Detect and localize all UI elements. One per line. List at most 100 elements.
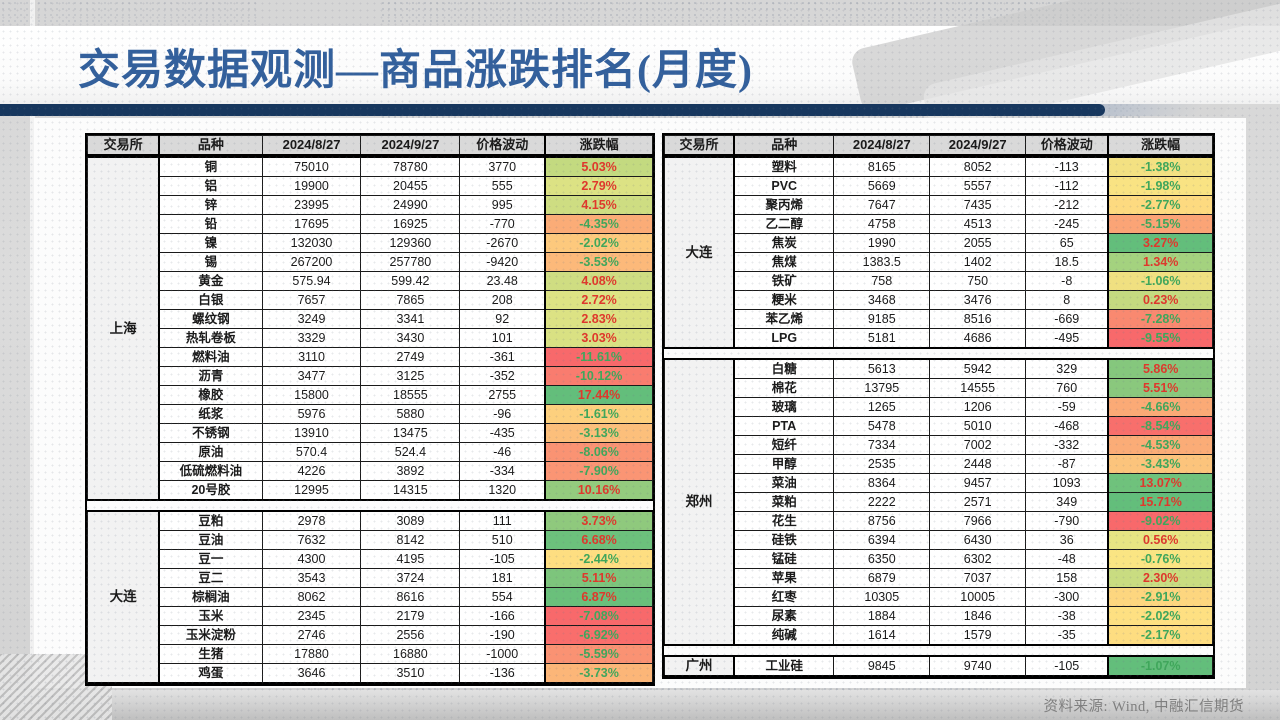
price-change-cell: -136 xyxy=(459,663,546,684)
variety-cell: 甲醇 xyxy=(733,454,835,474)
exchange-cell: 大连 xyxy=(87,510,161,684)
table-row: 棕榈油 8062 8616 554 6.87% xyxy=(88,587,654,607)
price-0927-cell: 5010 xyxy=(929,416,1027,436)
table-row: 聚丙烯 7647 7435 -212 -2.77% xyxy=(665,195,1214,215)
price-0927-cell: 3476 xyxy=(929,290,1027,310)
pct-change-cell: 17.44% xyxy=(544,385,654,405)
price-0927-cell: 6302 xyxy=(929,549,1027,569)
price-0827-cell: 23995 xyxy=(261,195,362,215)
price-0827-cell: 2345 xyxy=(261,606,362,626)
table-row: 低硫燃料油 4226 3892 -334 -7.90% xyxy=(88,461,654,481)
table-row: 铁矿 758 750 -8 -1.06% xyxy=(665,271,1214,291)
pct-change-cell: -11.61% xyxy=(544,347,654,367)
variety-cell: 铅 xyxy=(158,214,263,234)
price-0827-cell: 3543 xyxy=(261,568,362,588)
price-0827-cell: 2222 xyxy=(833,492,931,512)
price-0927-cell: 3892 xyxy=(360,461,461,481)
price-change-cell: -790 xyxy=(1025,511,1109,531)
price-0827-cell: 3646 xyxy=(261,663,362,684)
price-0827-cell: 13795 xyxy=(833,378,931,398)
variety-cell: 原油 xyxy=(158,442,263,462)
variety-cell: 豆一 xyxy=(158,549,263,569)
price-0827-cell: 9845 xyxy=(833,655,931,677)
price-change-cell: -105 xyxy=(1025,655,1109,677)
price-0927-cell: 3724 xyxy=(360,568,461,588)
price-change-cell: -9420 xyxy=(459,252,546,272)
price-change-cell: 18.5 xyxy=(1025,252,1109,272)
exchange-block: 大连 塑料 8165 8052 -113 -1.38% PVC 5669 5557 -112 -1.… xyxy=(664,156,1214,349)
price-change-cell: -87 xyxy=(1025,454,1109,474)
table-row: 生猪 17880 16880 -1000 -5.59% xyxy=(88,644,654,664)
variety-cell: 镍 xyxy=(158,233,263,253)
table-row: 焦炭 1990 2055 65 3.27% xyxy=(665,233,1214,253)
table-row: 锌 23995 24990 995 4.15% xyxy=(88,195,654,215)
variety-cell: 白银 xyxy=(158,290,263,310)
pct-change-cell: -3.13% xyxy=(544,423,654,443)
table-row: 短纤 7334 7002 -332 -4.53% xyxy=(665,435,1214,455)
price-change-cell: -332 xyxy=(1025,435,1109,455)
price-0927-cell: 750 xyxy=(929,271,1027,291)
price-change-cell: -8 xyxy=(1025,271,1109,291)
table-row: 红枣 10305 10005 -300 -2.91% xyxy=(665,587,1214,607)
column-header: 价格波动 xyxy=(459,135,546,156)
pct-change-cell: -9.02% xyxy=(1107,511,1214,531)
variety-cell: 工业硅 xyxy=(733,655,835,677)
column-header: 品种 xyxy=(158,135,263,156)
price-0827-cell: 1265 xyxy=(833,397,931,417)
pct-change-cell: 13.07% xyxy=(1107,473,1214,493)
price-change-cell: -352 xyxy=(459,366,546,386)
pct-change-cell: -7.08% xyxy=(544,606,654,626)
price-0927-cell: 5557 xyxy=(929,176,1027,196)
table-row: 纯碱 1614 1579 -35 -2.17% xyxy=(665,625,1214,646)
price-0827-cell: 758 xyxy=(833,271,931,291)
column-header: 2024/8/27 xyxy=(833,135,931,156)
table-row: 鸡蛋 3646 3510 -136 -3.73% xyxy=(88,663,654,684)
price-change-cell: -35 xyxy=(1025,625,1109,646)
price-change-cell: -105 xyxy=(459,549,546,569)
price-change-cell: -46 xyxy=(459,442,546,462)
price-change-cell: 554 xyxy=(459,587,546,607)
exchange-block: 大连 豆粕 2978 3089 111 3.73% 豆油 7632 8142 510 6.68% 豆一… xyxy=(87,510,654,684)
pct-change-cell: 3.27% xyxy=(1107,233,1214,253)
price-0827-cell: 1383.5 xyxy=(833,252,931,272)
pct-change-cell: -8.54% xyxy=(1107,416,1214,436)
price-0827-cell: 75010 xyxy=(261,156,362,177)
page-title: 交易数据观测—商品涨跌排名(月度) xyxy=(78,48,753,94)
commodity-table-left: 交易所 品种 2024/8/27 2024/9/27 价格波动 涨跌幅 上海铜 75010 78… xyxy=(85,133,655,686)
pct-change-cell: 5.86% xyxy=(1107,358,1214,379)
price-change-cell: 36 xyxy=(1025,530,1109,550)
table-row: 花生 8756 7966 -790 -9.02% xyxy=(665,511,1214,531)
pct-change-cell: -2.91% xyxy=(1107,587,1214,607)
pct-change-cell: -10.12% xyxy=(544,366,654,386)
variety-cell: 白糖 xyxy=(733,358,835,379)
variety-cell: 粳米 xyxy=(733,290,835,310)
variety-cell: 棉花 xyxy=(733,378,835,398)
price-change-cell: 510 xyxy=(459,530,546,550)
variety-cell: 生猪 xyxy=(158,644,263,664)
price-change-cell: -2670 xyxy=(459,233,546,253)
table-row: 苯乙烯 9185 8516 -669 -7.28% xyxy=(665,309,1214,329)
price-0827-cell: 10305 xyxy=(833,587,931,607)
pct-change-cell: -1.61% xyxy=(544,404,654,424)
price-0827-cell: 9185 xyxy=(833,309,931,329)
exchange-cell: 上海 xyxy=(87,156,161,501)
price-change-cell: 111 xyxy=(459,510,546,531)
price-0927-cell: 4195 xyxy=(360,549,461,569)
pct-change-cell: 2.72% xyxy=(544,290,654,310)
column-header: 价格波动 xyxy=(1025,135,1109,156)
table-row: 广州 工业硅 9845 9740 -105 -1.07% xyxy=(664,655,1214,677)
pct-change-cell: 2.79% xyxy=(544,176,654,196)
pct-change-cell: -5.15% xyxy=(1107,214,1214,234)
column-header: 2024/9/27 xyxy=(360,135,461,156)
table-row: PVC 5669 5557 -112 -1.98% xyxy=(665,176,1214,196)
table-row: 白银 7657 7865 208 2.72% xyxy=(88,290,654,310)
price-0827-cell: 2746 xyxy=(261,625,362,645)
table-row: 沥青 3477 3125 -352 -10.12% xyxy=(88,366,654,386)
pct-change-cell: -2.02% xyxy=(1107,606,1214,626)
price-0827-cell: 5478 xyxy=(833,416,931,436)
price-change-cell: 995 xyxy=(459,195,546,215)
pct-change-cell: 4.08% xyxy=(544,271,654,291)
price-0927-cell: 5880 xyxy=(360,404,461,424)
price-change-cell: -669 xyxy=(1025,309,1109,329)
price-0827-cell: 8364 xyxy=(833,473,931,493)
